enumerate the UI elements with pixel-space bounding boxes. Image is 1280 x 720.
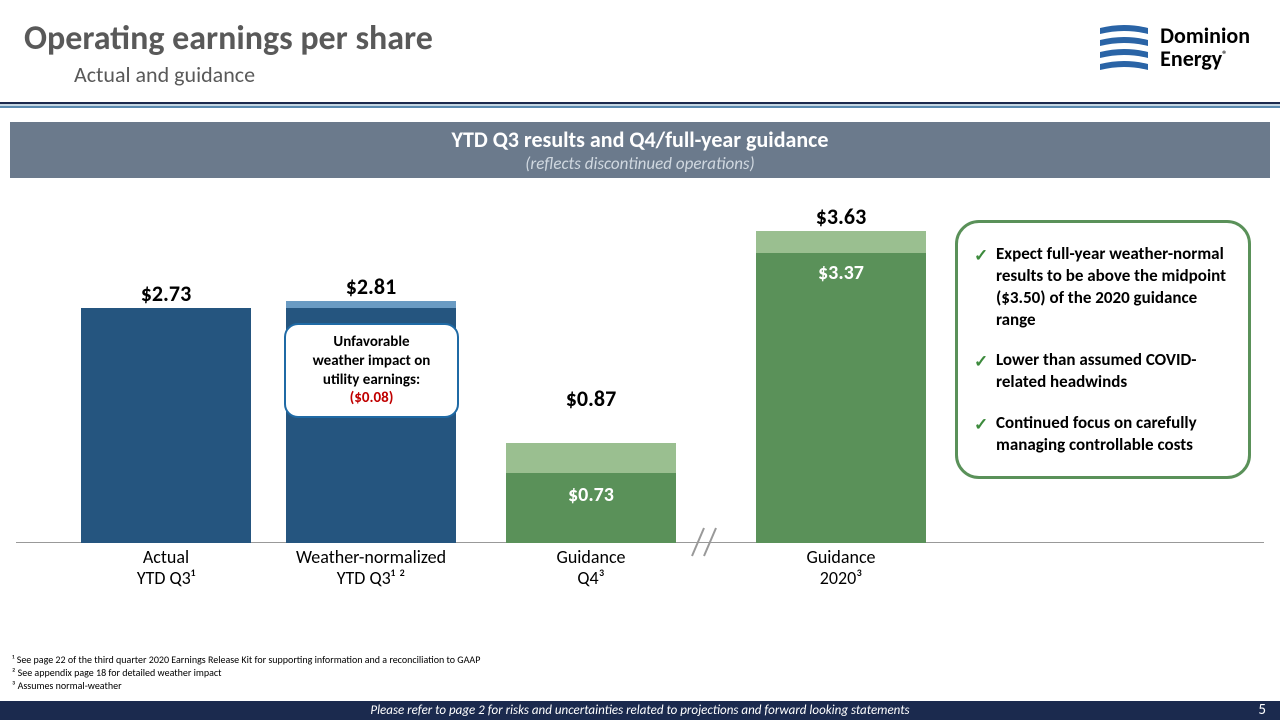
bar-value-label: $3.63	[756, 203, 926, 230]
bar-value-label: $0.87	[506, 385, 676, 412]
bullet-text-1: Lower than assumed COVID-related headwin…	[996, 349, 1196, 392]
axis-break-icon	[686, 524, 722, 560]
weather-callout: Unfavorable weather impact on utility ea…	[284, 323, 459, 418]
bullet-item-2: ✓ Continued focus on carefully managing c…	[974, 412, 1230, 456]
bar-inner-label: $3.37	[756, 261, 926, 285]
brand-line2: Energy	[1160, 45, 1222, 72]
weather-callout-l1: Unfavorable	[296, 333, 447, 352]
bullet-text-2: Continued focus on carefully managing co…	[996, 412, 1197, 455]
bar-guidance_q4: $0.87$0.73GuidanceQ4³	[506, 443, 676, 543]
check-icon: ✓	[974, 351, 988, 373]
divider-band	[0, 102, 1280, 108]
bullet-text-0: Expect full-year weather-normal results …	[996, 243, 1226, 330]
bar-guidance_2020: $3.63$3.37Guidance2020³	[756, 231, 926, 543]
disclaimer-text: Please refer to page 2 for risks and unc…	[370, 703, 909, 718]
footnote-2: ² See appendix page 18 for detailed weat…	[12, 666, 480, 679]
bullet-item-1: ✓ Lower than assumed COVID-related headwi…	[974, 349, 1230, 393]
bar-cap	[506, 443, 676, 473]
weather-callout-value: ($0.08)	[296, 389, 447, 408]
bar-value-label: $2.81	[286, 273, 456, 300]
bar-cap	[756, 231, 926, 253]
bar-category-label: GuidanceQ4³	[481, 547, 701, 588]
page-title: Operating earnings per share	[24, 18, 1256, 59]
brand-logo: Dominion Energy®	[1098, 24, 1250, 70]
check-icon: ✓	[974, 245, 988, 267]
check-icon: ✓	[974, 414, 988, 436]
bar-category-label: Weather-normalizedYTD Q3¹ ²	[261, 547, 481, 588]
registered-icon: ®	[1222, 48, 1227, 61]
brand-line1: Dominion	[1160, 24, 1250, 47]
dominion-stripes-icon	[1098, 24, 1150, 70]
bar-category-label: ActualYTD Q3¹	[56, 547, 276, 588]
page-subtitle: Actual and guidance	[74, 61, 1256, 88]
bar-category-label: Guidance2020³	[731, 547, 951, 588]
bar-value-label: $2.73	[81, 280, 251, 307]
bar-inner-label: $0.73	[506, 483, 676, 507]
section-subtitle: (reflects discontinued operations)	[10, 153, 1270, 178]
footnote-3: ³ Assumes normal-weather	[12, 679, 480, 692]
page-number: 5	[1258, 701, 1266, 719]
weather-callout-l2: weather impact on	[296, 352, 447, 371]
footnote-1: ¹ See page 22 of the third quarter 2020 …	[12, 653, 480, 666]
disclaimer-bar: Please refer to page 2 for risks and unc…	[0, 701, 1280, 720]
bar-cap	[286, 301, 456, 308]
footnotes: ¹ See page 22 of the third quarter 2020 …	[12, 653, 480, 692]
bullet-box: ✓ Expect full-year weather-normal results…	[955, 220, 1251, 479]
section-title: YTD Q3 results and Q4/full-year guidance	[10, 122, 1270, 153]
bar-base	[756, 253, 926, 543]
bar-actual_ytd_q3: $2.73ActualYTD Q3¹	[81, 308, 251, 543]
bar-seg	[81, 308, 251, 543]
bullet-item-0: ✓ Expect full-year weather-normal results…	[974, 243, 1230, 331]
weather-callout-l3: utility earnings:	[296, 371, 447, 390]
